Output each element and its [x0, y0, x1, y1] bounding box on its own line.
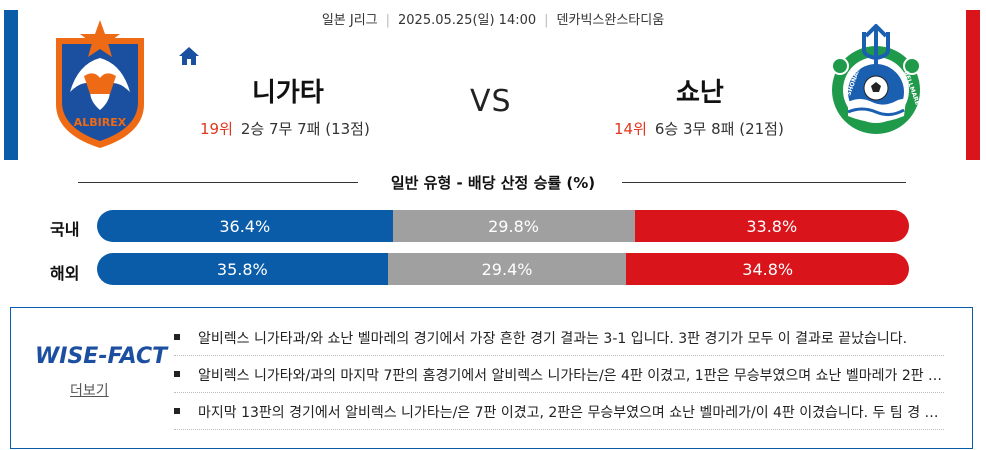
section-divider-left [78, 182, 358, 183]
draw-segment: 29.8% [392, 210, 635, 242]
odds-bar-domestic: 36.4% 29.8% 33.8% [97, 210, 909, 242]
section-divider-right [622, 182, 906, 183]
more-link[interactable]: 더보기 [70, 383, 109, 399]
away-win-segment: 33.8% [634, 210, 909, 242]
bullet-icon [174, 334, 180, 340]
draw-segment: 29.4% [387, 253, 627, 285]
league-name: 일본 J리그 [321, 13, 378, 28]
home-win-segment: 35.8% [97, 253, 388, 285]
away-team-record: 14위 6승 3무 8패 (21점) [614, 118, 784, 139]
vs-label: VS [470, 84, 512, 119]
bullet-icon [174, 408, 180, 414]
away-team-color-bar [966, 10, 980, 160]
odds-row-label-overseas: 해외 [50, 264, 80, 283]
away-team-name[interactable]: 쇼난 [676, 78, 724, 108]
svg-text:ALBIREX: ALBIREX [74, 116, 127, 129]
fact-text: 마지막 13판의 경기에서 알비렉스 니가타는/은 7판 이겼고, 2판은 무승… [198, 405, 939, 421]
home-team-rank: 19위 [200, 120, 233, 138]
fact-text: 알비렉스 니가타과/와 쇼난 벨마레의 경기에서 가장 흔한 경기 결과는 3-… [198, 331, 908, 347]
venue-name: 덴카빅스완스타디움 [556, 13, 665, 28]
fact-item[interactable]: 마지막 13판의 경기에서 알비렉스 니가타는/은 7판 이겼고, 2판은 무승… [174, 398, 944, 430]
away-team-crest: SHONAN BELLMARE [831, 24, 921, 134]
match-datetime: 2025.05.25(일) 14:00 [398, 13, 537, 28]
away-win-segment: 34.8% [626, 253, 909, 285]
fact-item[interactable]: 알비렉스 니가타과/와 쇼난 벨마레의 경기에서 가장 흔한 경기 결과는 3-… [174, 324, 944, 356]
home-team-crest: ALBIREX [56, 20, 144, 148]
away-team-stats: 6승 3무 8패 (21점) [654, 120, 784, 138]
home-team-color-bar [4, 10, 18, 160]
wise-fact-logo: WISE-FACT [35, 344, 168, 369]
home-team-record: 19위 2승 7무 7패 (13점) [200, 118, 370, 139]
odds-row-label-domestic: 국내 [50, 220, 80, 239]
wise-fact-panel: WISE-FACT 더보기 알비렉스 니가타과/와 쇼난 벨마레의 경기에서 가… [10, 307, 973, 449]
odds-bar-overseas: 35.8% 29.4% 34.8% [97, 253, 909, 285]
house-icon[interactable] [178, 46, 200, 66]
away-team-rank: 14위 [614, 120, 647, 138]
fact-item[interactable]: 알비렉스 니가타와/과의 마지막 7판의 홈경기에서 알비렉스 니가타는/은 4… [174, 361, 944, 393]
home-team-stats: 2승 7무 7패 (13점) [240, 120, 370, 138]
home-team-name[interactable]: 니가타 [252, 78, 324, 108]
section-title: 일반 유형 - 배당 산정 승률 (%) [390, 174, 596, 192]
match-info: 일본 J리그 | 2025.05.25(일) 14:00 | 덴카빅스완스타디움 [321, 13, 665, 28]
home-win-segment: 36.4% [97, 210, 393, 242]
fact-text: 알비렉스 니가타와/과의 마지막 7판의 홈경기에서 알비렉스 니가타는/은 4… [198, 368, 943, 384]
bullet-icon [174, 371, 180, 377]
